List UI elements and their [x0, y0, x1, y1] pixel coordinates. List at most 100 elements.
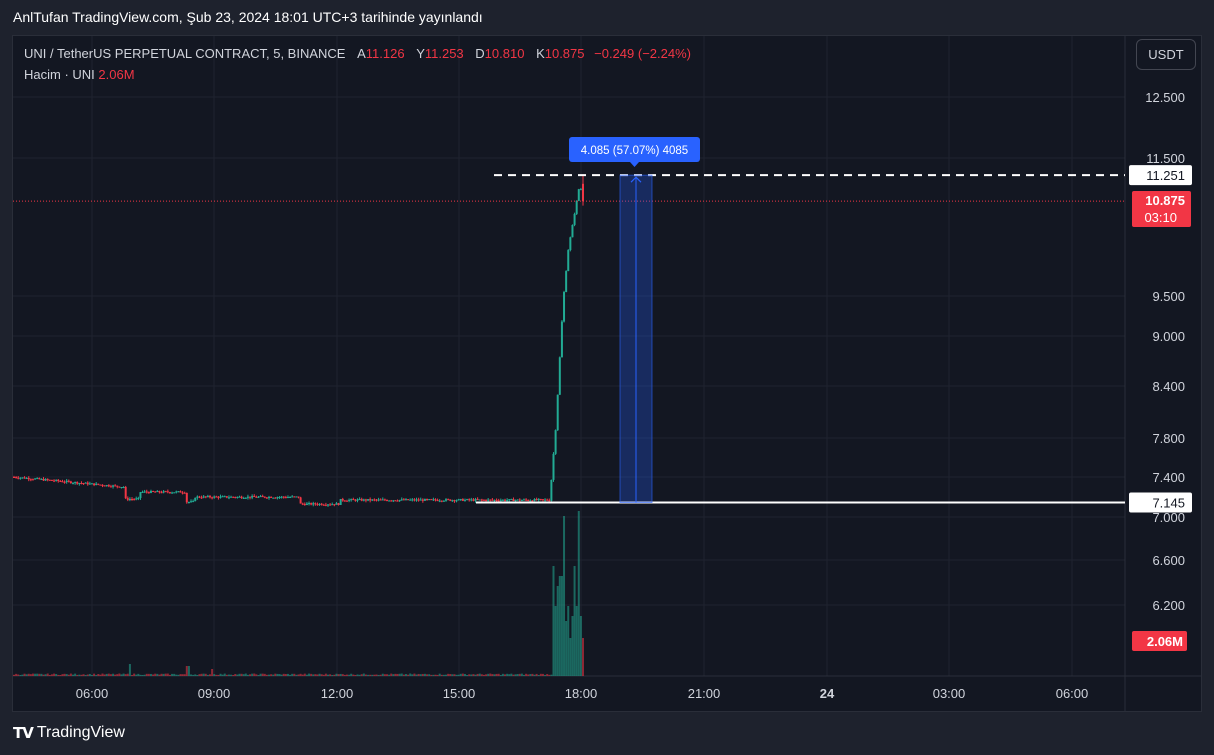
- candle-body: [295, 496, 298, 498]
- volume-bar: [50, 674, 53, 676]
- volume-bar: [55, 674, 58, 676]
- volume-bar: [187, 666, 190, 676]
- volume-bar: [38, 673, 41, 676]
- volume-bar: [112, 673, 115, 676]
- candle-body: [225, 496, 228, 498]
- chart-panel[interactable]: [12, 35, 1202, 712]
- price-tick-label: 7.400: [1152, 470, 1185, 485]
- grid: [13, 36, 1201, 711]
- candle-body: [495, 499, 498, 501]
- volume-bar: [430, 674, 433, 676]
- candle-body: [152, 491, 155, 493]
- candle-body: [504, 499, 507, 501]
- candle-body: [80, 483, 83, 485]
- candle-body: [272, 497, 275, 499]
- volume-bar: [390, 673, 393, 676]
- candle-body: [455, 500, 458, 502]
- price-tick-label: 6.200: [1152, 598, 1185, 613]
- volume-bar: [491, 674, 494, 676]
- publish-info: AnlTufan TradingView.com, Şub 23, 2024 1…: [13, 9, 483, 25]
- candle-body: [160, 492, 163, 494]
- volume-bar: [213, 674, 216, 676]
- candle-body: [301, 503, 304, 505]
- candle-body: [200, 497, 203, 499]
- volume-bar: [520, 673, 523, 676]
- volume-bar: [345, 674, 348, 676]
- volume-value: 2.06M: [98, 67, 135, 82]
- candle-body: [508, 499, 511, 501]
- candle-body: [103, 485, 106, 487]
- volume-bar: [76, 674, 79, 676]
- candle-body: [560, 321, 563, 358]
- volume-bar: [246, 674, 249, 676]
- tradingview-logo[interactable]: TV TradingView: [13, 724, 125, 742]
- candle-body: [223, 496, 226, 498]
- volume-bar: [15, 673, 18, 676]
- volume-bar: [529, 674, 532, 676]
- candle-body: [143, 491, 146, 493]
- volume-bar: [118, 673, 121, 676]
- volume-bar: [31, 673, 34, 676]
- volume-bar: [567, 606, 570, 676]
- volume-bar: [409, 673, 412, 676]
- candle-body: [78, 483, 81, 485]
- candle-body: [158, 491, 161, 493]
- candle-body: [44, 479, 47, 481]
- volume-bar: [88, 673, 91, 676]
- candle-body: [491, 499, 494, 501]
- candle-body: [270, 496, 273, 498]
- candle-body: [276, 497, 279, 499]
- volume-bar: [375, 674, 378, 676]
- candle-body: [185, 492, 188, 503]
- candle-body: [520, 500, 523, 502]
- candle-body: [249, 496, 252, 498]
- volume-bar: [289, 674, 292, 676]
- candle-body: [369, 499, 372, 501]
- candle-body: [413, 499, 416, 501]
- candle-body: [219, 496, 222, 498]
- candle-body: [567, 250, 570, 272]
- volume-bar: [318, 673, 321, 676]
- candle-body: [341, 499, 344, 501]
- candle-body: [577, 189, 580, 201]
- volume-bar: [78, 674, 81, 676]
- volume-bar: [181, 674, 184, 676]
- currency-button[interactable]: USDT: [1136, 39, 1196, 70]
- candle-body: [459, 499, 462, 501]
- volume-bar: [194, 674, 197, 676]
- volume-bar: [40, 673, 43, 676]
- volume-bar: [449, 674, 452, 676]
- candle-body: [99, 484, 102, 486]
- candle-body: [487, 499, 490, 501]
- volume-bar: [327, 674, 330, 676]
- candle-body: [36, 478, 39, 480]
- volume-bar: [185, 666, 188, 676]
- measure-arrow-head: [630, 176, 642, 183]
- volume-bar: [445, 674, 448, 676]
- candle-body: [31, 479, 34, 481]
- volume-bar: [533, 674, 536, 676]
- candle-body: [312, 503, 315, 505]
- volume-bar: [369, 674, 372, 676]
- volume-bar: [196, 674, 199, 676]
- candle-body: [476, 499, 479, 501]
- change-value: −0.249 (−2.24%): [594, 46, 691, 61]
- volume-bar: [411, 674, 414, 676]
- volume-bar: [396, 673, 399, 676]
- volume-bar: [217, 674, 220, 676]
- candle-body: [206, 496, 209, 498]
- volume-bar: [527, 674, 530, 676]
- candle-body: [527, 499, 530, 501]
- overlays: 4.085 (57.07%) 4085: [13, 137, 1125, 504]
- volume-bar: [13, 674, 15, 676]
- candle-body: [246, 496, 249, 498]
- candle-body: [101, 484, 104, 486]
- volume-bar: [131, 674, 134, 676]
- candle-body: [183, 492, 186, 494]
- candle-body: [236, 496, 239, 498]
- volume-bar: [525, 673, 528, 676]
- volume-bar: [171, 673, 174, 676]
- candle-body: [162, 491, 165, 493]
- candle-body: [263, 496, 266, 498]
